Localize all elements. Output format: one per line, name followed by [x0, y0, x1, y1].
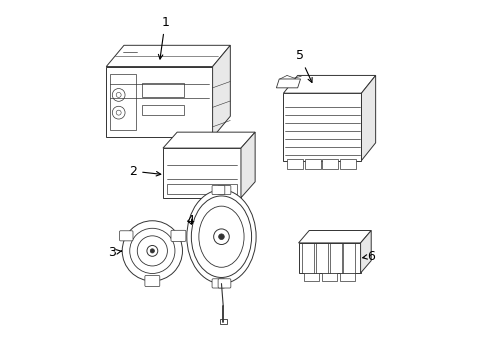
FancyBboxPatch shape: [218, 279, 230, 288]
Circle shape: [112, 106, 125, 119]
Bar: [303, 273, 318, 281]
Polygon shape: [276, 79, 300, 88]
Text: 1: 1: [158, 16, 169, 59]
Circle shape: [150, 249, 154, 253]
FancyBboxPatch shape: [212, 185, 224, 195]
Polygon shape: [283, 76, 375, 93]
Bar: [340, 273, 355, 281]
Text: 6: 6: [362, 250, 374, 263]
Circle shape: [122, 221, 182, 281]
Text: 3: 3: [108, 246, 122, 259]
Bar: [340, 159, 355, 169]
FancyBboxPatch shape: [119, 231, 133, 241]
Polygon shape: [360, 230, 370, 273]
Polygon shape: [106, 45, 230, 67]
Bar: [142, 105, 184, 115]
Polygon shape: [212, 45, 230, 138]
Bar: [163, 148, 241, 198]
Bar: [298, 243, 360, 273]
Bar: [304, 159, 320, 169]
Circle shape: [112, 89, 125, 101]
Bar: [219, 319, 226, 324]
Text: 2: 2: [129, 165, 161, 178]
Circle shape: [218, 234, 224, 239]
Bar: [286, 159, 303, 169]
FancyBboxPatch shape: [212, 279, 224, 288]
Bar: [283, 93, 361, 161]
Ellipse shape: [186, 190, 256, 284]
Circle shape: [116, 93, 121, 98]
FancyBboxPatch shape: [144, 275, 160, 287]
Circle shape: [116, 110, 121, 115]
Polygon shape: [361, 76, 375, 161]
Text: 5: 5: [295, 49, 311, 82]
Text: 4: 4: [185, 214, 194, 227]
FancyBboxPatch shape: [218, 185, 230, 195]
FancyBboxPatch shape: [171, 230, 185, 241]
Bar: [110, 74, 136, 130]
Bar: [322, 159, 338, 169]
Bar: [106, 67, 212, 138]
Polygon shape: [241, 132, 255, 198]
Bar: [166, 184, 237, 194]
Polygon shape: [298, 230, 370, 243]
Bar: [142, 83, 184, 97]
Polygon shape: [163, 132, 255, 148]
Bar: [322, 273, 336, 281]
